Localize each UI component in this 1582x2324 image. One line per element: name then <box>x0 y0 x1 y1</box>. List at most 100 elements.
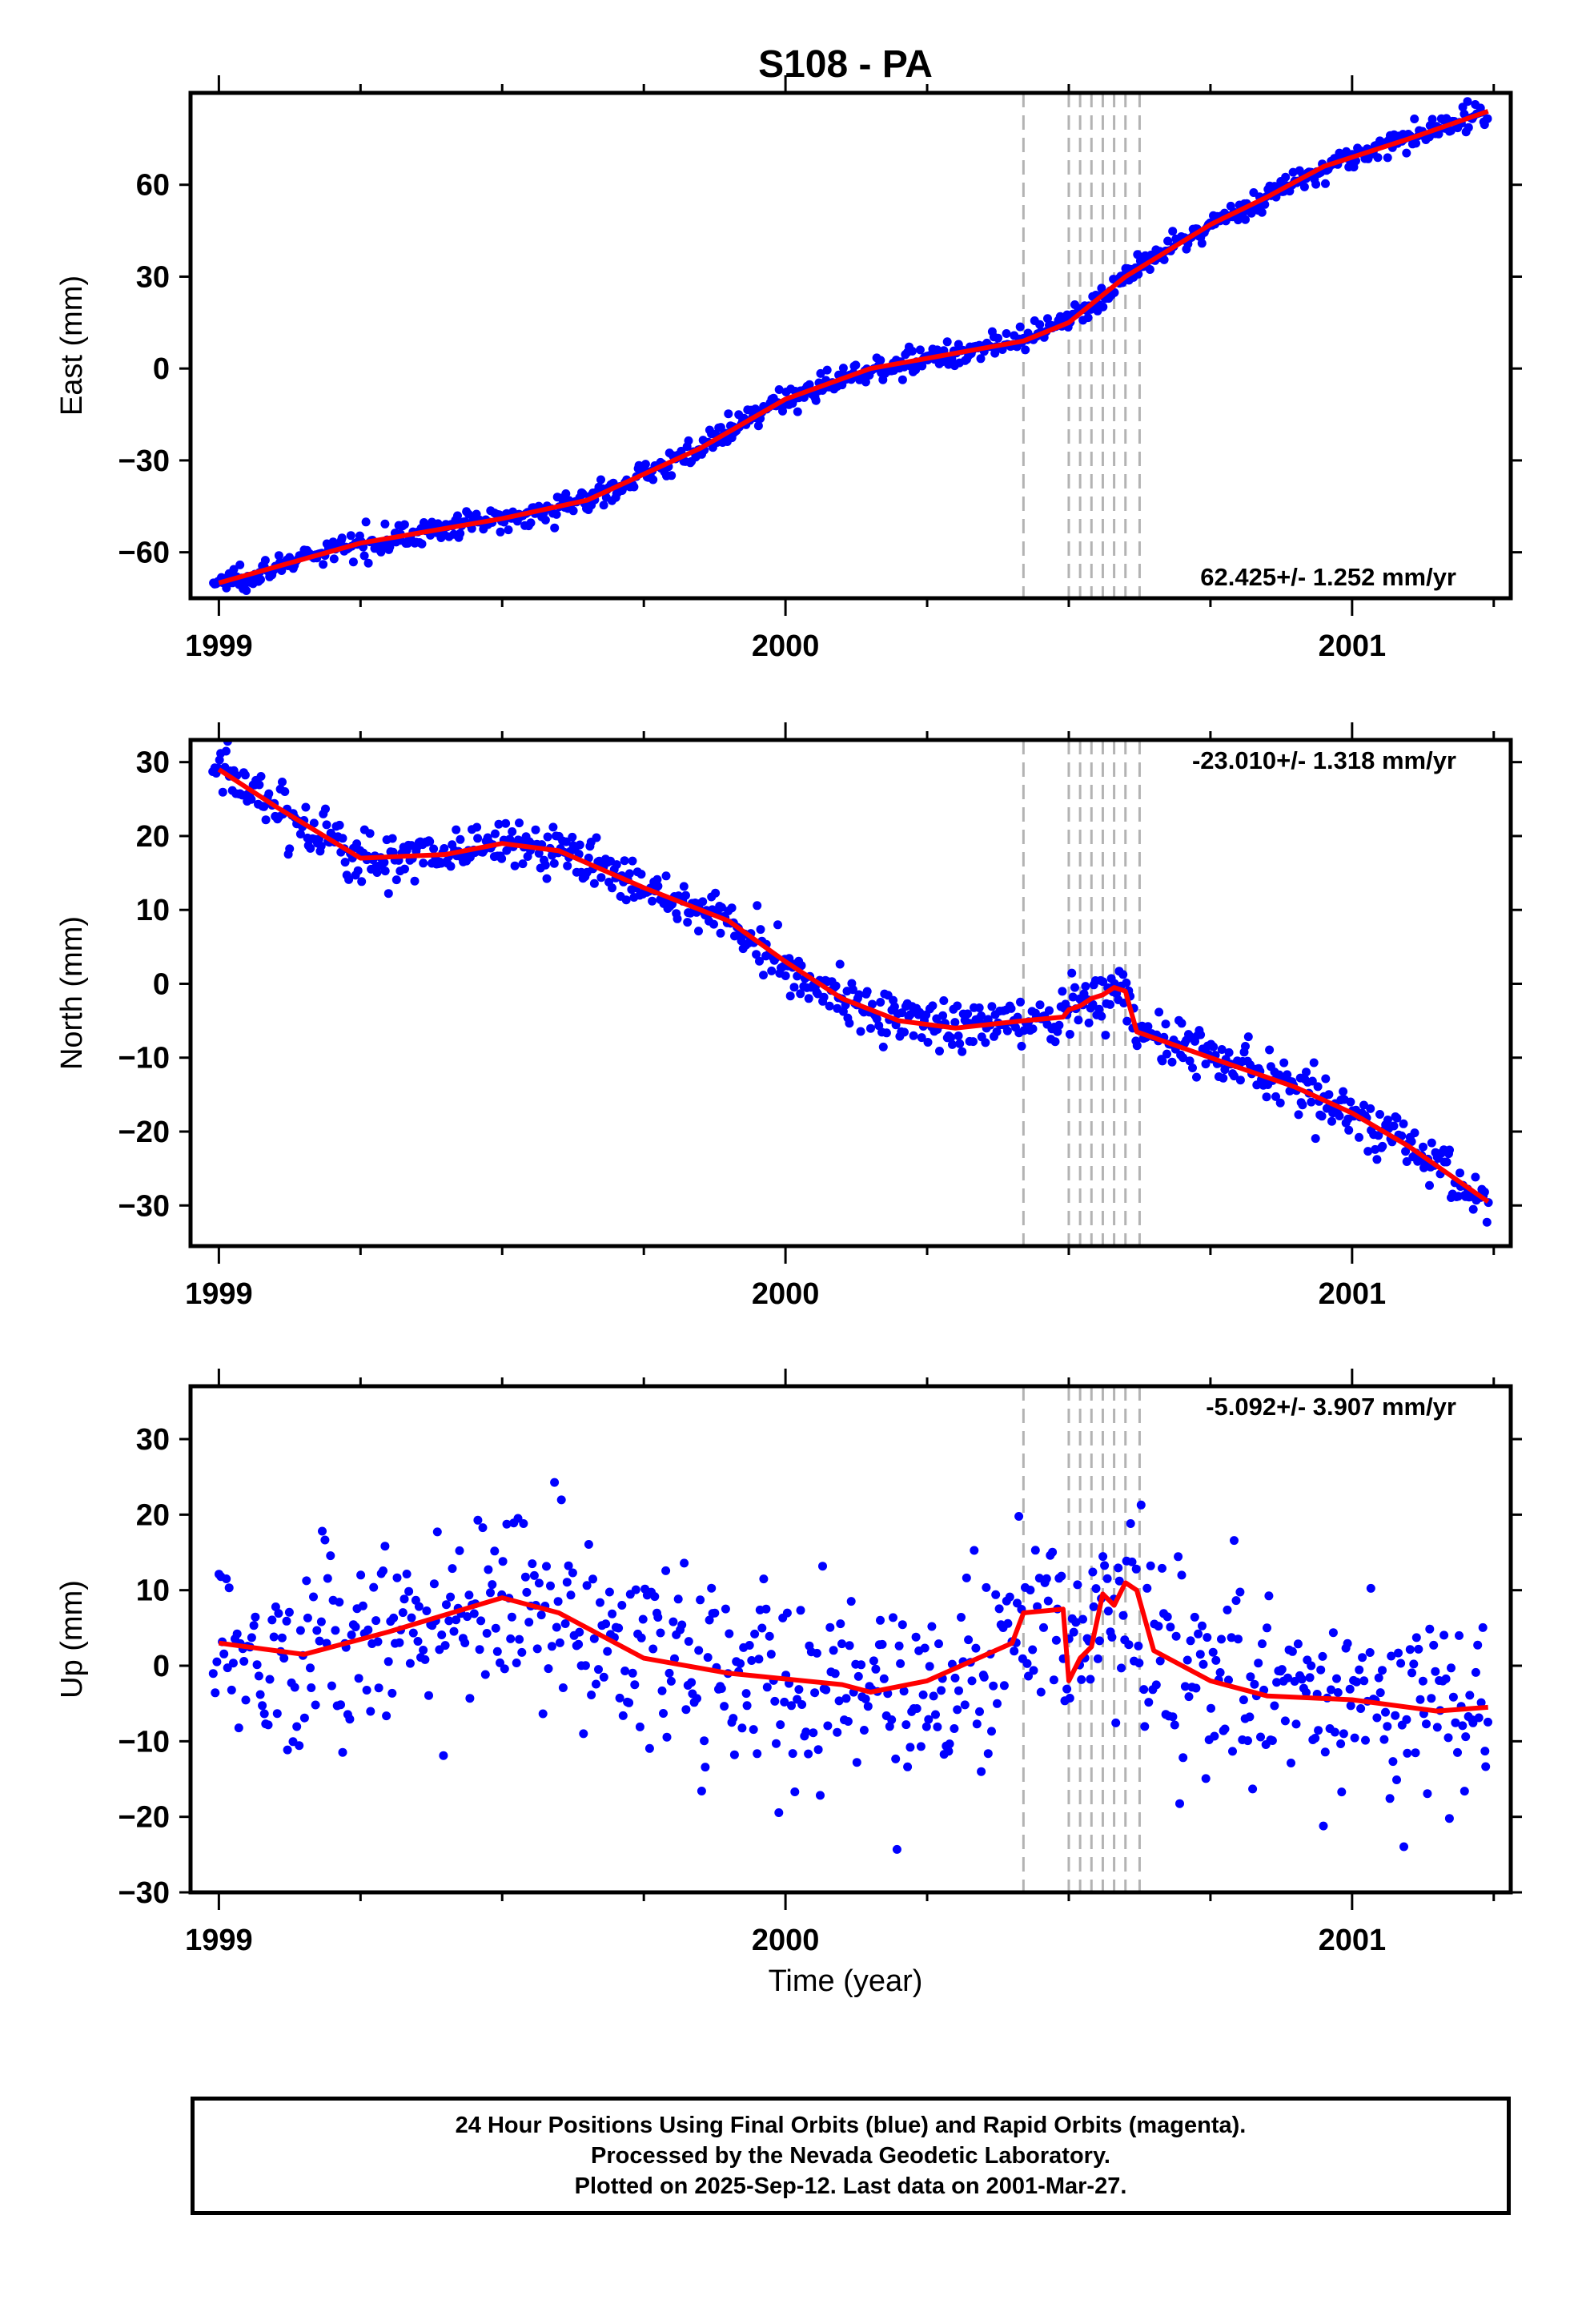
data-point <box>1207 1703 1215 1713</box>
data-point <box>1409 1659 1419 1669</box>
data-point <box>424 1691 433 1700</box>
data-point <box>614 1623 624 1633</box>
data-point <box>336 1700 345 1710</box>
data-point <box>648 475 658 485</box>
data-point <box>1239 1695 1248 1705</box>
data-point <box>1166 1622 1175 1632</box>
data-point <box>694 1646 704 1655</box>
data-point <box>512 1659 521 1667</box>
data-point <box>410 876 420 886</box>
data-point <box>1235 1587 1245 1597</box>
data-point <box>656 1628 665 1638</box>
data-point <box>1402 1715 1411 1724</box>
data-point <box>1267 1736 1277 1745</box>
data-point <box>263 1720 273 1730</box>
data-point <box>580 1661 590 1671</box>
data-point <box>473 834 483 843</box>
data-point <box>1195 1650 1205 1659</box>
data-point <box>879 1674 889 1683</box>
data-point <box>1272 1678 1282 1687</box>
data-point <box>513 1514 523 1523</box>
data-point <box>1443 1733 1453 1743</box>
data-point <box>1175 1799 1184 1808</box>
data-point <box>589 1634 599 1643</box>
data-point <box>1188 1063 1197 1072</box>
data-point <box>999 1681 1009 1691</box>
data-point <box>453 511 462 521</box>
data-point <box>1211 1655 1221 1665</box>
data-point <box>1024 1671 1033 1681</box>
data-point <box>584 1540 593 1549</box>
data-point <box>1250 1679 1259 1689</box>
data-point <box>871 1664 881 1674</box>
data-point <box>976 354 986 364</box>
footer-line-1: 24 Hour Positions Using Final Orbits (bl… <box>455 2113 1247 2138</box>
data-point <box>1337 1787 1347 1797</box>
data-point <box>228 1659 238 1668</box>
y-tick-label: 20 <box>136 1498 170 1532</box>
north-model-line <box>217 767 1490 1204</box>
data-point <box>1089 1602 1098 1611</box>
data-point <box>437 1630 447 1639</box>
data-point <box>793 971 802 981</box>
data-point <box>770 1696 780 1706</box>
data-point <box>885 1722 894 1731</box>
data-point <box>751 404 760 414</box>
data-point <box>887 1715 897 1724</box>
data-point <box>1017 1041 1026 1051</box>
data-point <box>977 1767 986 1776</box>
data-point <box>1307 1097 1316 1107</box>
data-point <box>809 1728 818 1738</box>
data-point <box>1068 992 1078 1002</box>
data-point <box>1101 1031 1110 1040</box>
data-point <box>1048 1547 1058 1557</box>
data-point <box>604 1587 614 1597</box>
data-point <box>1471 1172 1480 1182</box>
data-point <box>1136 1500 1146 1510</box>
footer-line-3: Plotted on 2025-Sep-12. Last data on 200… <box>574 2173 1127 2199</box>
data-point <box>749 1725 758 1735</box>
data-point <box>1051 1635 1061 1645</box>
data-point <box>1441 1674 1451 1683</box>
data-point <box>1366 1104 1375 1113</box>
data-point <box>737 1723 747 1733</box>
data-point <box>506 1634 516 1643</box>
y-tick-label: 30 <box>136 260 170 294</box>
data-point <box>1067 968 1077 978</box>
data-point <box>419 1646 428 1655</box>
data-point <box>256 575 265 585</box>
data-point <box>782 1608 792 1618</box>
data-point <box>550 523 560 533</box>
data-point <box>793 407 802 416</box>
data-point <box>1191 1683 1201 1693</box>
data-point <box>707 1583 717 1593</box>
data-point <box>652 875 662 884</box>
data-point <box>1231 1596 1241 1606</box>
data-point <box>1246 1672 1255 1682</box>
data-point <box>684 436 693 445</box>
data-point <box>1219 1073 1228 1083</box>
up-points <box>208 1478 1492 1854</box>
data-point <box>358 1601 367 1610</box>
data-point <box>703 1653 713 1663</box>
data-point <box>1163 236 1173 246</box>
data-point <box>564 1561 573 1570</box>
data-point <box>829 1646 838 1655</box>
data-point <box>1127 1557 1137 1566</box>
data-point <box>1473 1640 1483 1650</box>
data-point <box>338 1747 347 1757</box>
data-point <box>1358 1653 1367 1663</box>
data-point <box>1444 1814 1454 1823</box>
data-point <box>476 1616 486 1626</box>
data-point <box>946 1033 956 1043</box>
data-point <box>425 837 435 846</box>
data-point <box>322 820 331 830</box>
data-point <box>284 1607 294 1617</box>
data-point <box>680 1558 689 1568</box>
data-point <box>1359 1100 1368 1110</box>
data-point <box>392 1573 402 1582</box>
data-point <box>756 925 765 935</box>
data-point <box>1311 179 1321 189</box>
data-point <box>900 1027 909 1037</box>
data-point <box>846 1597 856 1606</box>
